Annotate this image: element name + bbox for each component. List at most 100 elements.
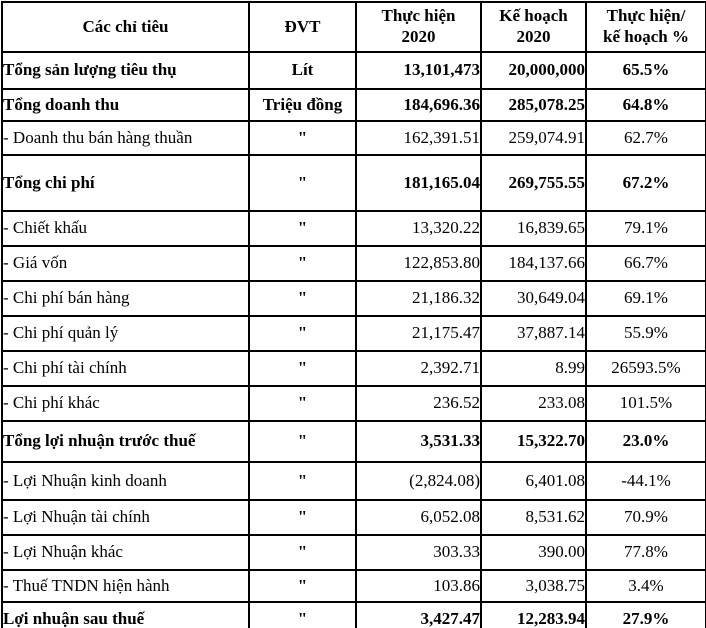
row-label: - Chi phí khác: [1, 385, 250, 422]
unit-cell: ": [248, 120, 357, 156]
plan-cell: 8.99: [480, 350, 587, 387]
row-label: - Doanh thu bán hàng thuần: [1, 120, 250, 156]
table-row: - Lợi Nhuận tài chính " 6,052.08 8,531.62 70…: [1, 499, 706, 536]
unit-cell: ": [248, 385, 357, 422]
plan-cell: 37,887.14: [480, 315, 587, 352]
plan-cell: 3,038.75: [480, 569, 587, 603]
plan-cell: 16,839.65: [480, 210, 587, 247]
actual-cell: 2,392.71: [355, 350, 482, 387]
actual-cell: 13,320.22: [355, 210, 482, 247]
plan-cell: 8,531.62: [480, 499, 587, 536]
ratio-cell: 64.8%: [585, 88, 706, 122]
unit-cell: Triệu đồng: [248, 88, 357, 122]
plan-cell: 259,074.91: [480, 120, 587, 156]
unit-cell: Lít: [248, 51, 357, 90]
actual-cell: 3,427.47: [355, 601, 482, 628]
ratio-cell: 101.5%: [585, 385, 706, 422]
actual-cell: 184,696.36: [355, 88, 482, 122]
unit-cell: ": [248, 461, 357, 501]
header-criteria: Các chỉ tiêu: [1, 1, 250, 53]
unit-cell: ": [248, 420, 357, 463]
actual-cell: 181,165.04: [355, 154, 482, 212]
table-row: - Chi phí quản lý " 21,175.47 37,887.14 55.9…: [1, 315, 706, 352]
table-row: - Chiết khấu " 13,320.22 16,839.65 79.1%: [1, 210, 706, 247]
unit-cell: ": [248, 210, 357, 247]
actual-cell: 21,175.47: [355, 315, 482, 352]
plan-cell: 20,000,000: [480, 51, 587, 90]
unit-cell: ": [248, 154, 357, 212]
ratio-cell: 23.0%: [585, 420, 706, 463]
plan-cell: 30,649.04: [480, 280, 587, 317]
ratio-cell: -44.1%: [585, 461, 706, 501]
ratio-cell: 67.2%: [585, 154, 706, 212]
row-label: - Chi phí quản lý: [1, 315, 250, 352]
unit-cell: ": [248, 280, 357, 317]
row-label: - Chiết khấu: [1, 210, 250, 247]
table-row: - Giá vốn " 122,853.80 184,137.66 66.7%: [1, 245, 706, 282]
unit-cell: ": [248, 534, 357, 571]
table-row: - Lợi Nhuận kinh doanh " (2,824.08) 6,401.0…: [1, 461, 706, 501]
row-label: - Chi phí bán hàng: [1, 280, 250, 317]
table-row: Tổng chi phí " 181,165.04 269,755.55 67.2%: [1, 154, 706, 212]
row-label: Lợi nhuận sau thuế: [1, 601, 250, 628]
row-label: Tổng sản lượng tiêu thụ: [1, 51, 250, 90]
table-body: Tổng sản lượng tiêu thụ Lít 13,101,473 20,0…: [1, 51, 706, 628]
ratio-cell: 3.4%: [585, 569, 706, 603]
row-label: Tổng chi phí: [1, 154, 250, 212]
plan-cell: 12,283.94: [480, 601, 587, 628]
ratio-cell: 70.9%: [585, 499, 706, 536]
actual-cell: 103.86: [355, 569, 482, 603]
actual-cell: (2,824.08): [355, 461, 482, 501]
plan-cell: 15,322.70: [480, 420, 587, 463]
ratio-cell: 26593.5%: [585, 350, 706, 387]
header-actual-vs-plan: Thực hiện/ kế hoạch %: [585, 1, 706, 53]
plan-cell: 6,401.08: [480, 461, 587, 501]
header-row: Các chỉ tiêu ĐVT Thực hiện 2020 Kế hoạch…: [1, 1, 706, 53]
plan-cell: 285,078.25: [480, 88, 587, 122]
table-row: Tổng lợi nhuận trước thuế " 3,531.33 15,322…: [1, 420, 706, 463]
plan-cell: 184,137.66: [480, 245, 587, 282]
actual-cell: 6,052.08: [355, 499, 482, 536]
ratio-cell: 65.5%: [585, 51, 706, 90]
table-row: - Chi phí khác " 236.52 233.08 101.5%: [1, 385, 706, 422]
ratio-cell: 69.1%: [585, 280, 706, 317]
unit-cell: ": [248, 601, 357, 628]
actual-cell: 13,101,473: [355, 51, 482, 90]
ratio-cell: 79.1%: [585, 210, 706, 247]
actual-cell: 303.33: [355, 534, 482, 571]
row-label: - Lợi Nhuận kinh doanh: [1, 461, 250, 501]
actual-cell: 236.52: [355, 385, 482, 422]
actual-cell: 162,391.51: [355, 120, 482, 156]
table-row: Tổng sản lượng tiêu thụ Lít 13,101,473 20,0…: [1, 51, 706, 90]
row-label: - Thuế TNDN hiện hành: [1, 569, 250, 603]
header-actual-2020: Thực hiện 2020: [355, 1, 482, 53]
table-row: - Lợi Nhuận khác " 303.33 390.00 77.8%: [1, 534, 706, 571]
plan-cell: 233.08: [480, 385, 587, 422]
plan-cell: 269,755.55: [480, 154, 587, 212]
ratio-cell: 27.9%: [585, 601, 706, 628]
table-row: - Doanh thu bán hàng thuần " 162,391.51 259…: [1, 120, 706, 156]
row-label: - Chi phí tài chính: [1, 350, 250, 387]
table-row: - Thuế TNDN hiện hành " 103.86 3,038.75 3.4%: [1, 569, 706, 603]
row-label: - Lợi Nhuận khác: [1, 534, 250, 571]
ratio-cell: 77.8%: [585, 534, 706, 571]
unit-cell: ": [248, 569, 357, 603]
row-label: Tổng lợi nhuận trước thuế: [1, 420, 250, 463]
actual-cell: 21,186.32: [355, 280, 482, 317]
ratio-cell: 66.7%: [585, 245, 706, 282]
unit-cell: ": [248, 350, 357, 387]
row-label: - Lợi Nhuận tài chính: [1, 499, 250, 536]
ratio-cell: 55.9%: [585, 315, 706, 352]
table-row: Lợi nhuận sau thuế " 3,427.47 12,283.94 27.9…: [1, 601, 706, 628]
table-row: - Chi phí bán hàng " 21,186.32 30,649.04 69.…: [1, 280, 706, 317]
plan-cell: 390.00: [480, 534, 587, 571]
ratio-cell: 62.7%: [585, 120, 706, 156]
unit-cell: ": [248, 245, 357, 282]
table-row: Tổng doanh thu Triệu đồng 184,696.36 285,07…: [1, 88, 706, 122]
actual-cell: 122,853.80: [355, 245, 482, 282]
header-unit: ĐVT: [248, 1, 357, 53]
unit-cell: ": [248, 499, 357, 536]
unit-cell: ": [248, 315, 357, 352]
